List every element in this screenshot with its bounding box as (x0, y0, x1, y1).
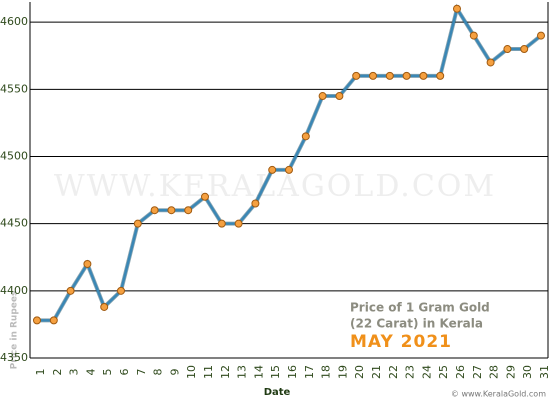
x-tick-label: 20 (353, 365, 366, 379)
line-shadow (37, 3, 543, 323)
x-tick-label: 11 (202, 365, 215, 379)
chart-period: MAY 2021 (350, 332, 452, 352)
point (537, 31, 545, 40)
x-tick-label: 26 (454, 365, 467, 379)
x-tick-label: 7 (135, 369, 148, 376)
x-tick-label: 8 (152, 369, 165, 376)
x-tick-label: 3 (68, 369, 81, 376)
point (234, 219, 243, 228)
x-tick-label: 6 (118, 369, 131, 376)
x-tick-label: 23 (404, 365, 417, 379)
point (217, 219, 226, 228)
chart-title: Price of 1 Gram Gold (350, 301, 490, 315)
point (184, 206, 193, 215)
point (453, 4, 461, 13)
point (66, 286, 75, 295)
point (520, 45, 529, 54)
chart-subtitle: (22 Carat) in Kerala (350, 317, 483, 331)
x-tick-label: 5 (101, 369, 114, 376)
point (301, 132, 310, 141)
x-axis-label: Date (264, 387, 291, 398)
point (402, 71, 411, 80)
y-tick-label: 4350 (0, 351, 28, 364)
x-tick-label: 27 (471, 365, 484, 379)
point (251, 199, 260, 208)
point (436, 71, 445, 80)
y-tick-label: 4550 (0, 82, 28, 95)
x-tick-label: 4 (84, 369, 97, 376)
point (150, 206, 159, 215)
point (133, 219, 142, 228)
point (385, 71, 394, 80)
point (268, 165, 277, 174)
point (352, 71, 361, 80)
y-tick-label: 4500 (0, 149, 28, 162)
x-tick-label: 18 (320, 365, 333, 379)
y-axis-label: Price in Rupees (10, 291, 20, 370)
point (503, 45, 512, 54)
series-line (37, 5, 542, 322)
x-tick-label: 2 (51, 369, 64, 376)
x-tick-label: 21 (370, 365, 383, 379)
point (469, 31, 478, 40)
point (486, 58, 495, 67)
point (419, 71, 428, 80)
x-tick-label: 17 (303, 365, 316, 379)
point (100, 302, 109, 311)
x-tick-label: 15 (269, 365, 282, 379)
x-tick-label: 30 (521, 365, 534, 379)
x-tick-label: 25 (437, 365, 450, 379)
x-tick-label: 10 (185, 365, 198, 379)
x-tick-label: 28 (488, 365, 501, 379)
point (49, 316, 58, 325)
watermark: WWW.KERALAGOLD.COM (54, 169, 496, 204)
point (369, 71, 377, 80)
point (83, 259, 92, 268)
x-tick-label: 1 (34, 369, 47, 376)
point (285, 165, 293, 174)
x-tick-label: 14 (252, 365, 265, 379)
point (33, 316, 41, 325)
x-tick-label: 22 (387, 365, 400, 379)
y-tick-label: 4400 (0, 284, 28, 297)
x-tick-label: 13 (236, 365, 249, 379)
x-tick-label: 12 (219, 365, 232, 379)
point (335, 92, 344, 101)
x-tick-label: 31 (538, 365, 550, 379)
x-tick-label: 16 (286, 365, 299, 379)
credit: © www.KeralaGold.com (451, 390, 546, 399)
point (117, 286, 125, 295)
point (167, 206, 176, 215)
x-tick-label: 19 (336, 365, 349, 379)
x-tick-label: 9 (168, 369, 181, 376)
point (201, 192, 209, 201)
x-tick-label: 29 (504, 365, 517, 379)
y-tick-label: 4450 (0, 217, 28, 230)
point (318, 92, 327, 101)
x-tick-label: 24 (420, 365, 433, 379)
y-tick-label: 4600 (0, 15, 28, 28)
